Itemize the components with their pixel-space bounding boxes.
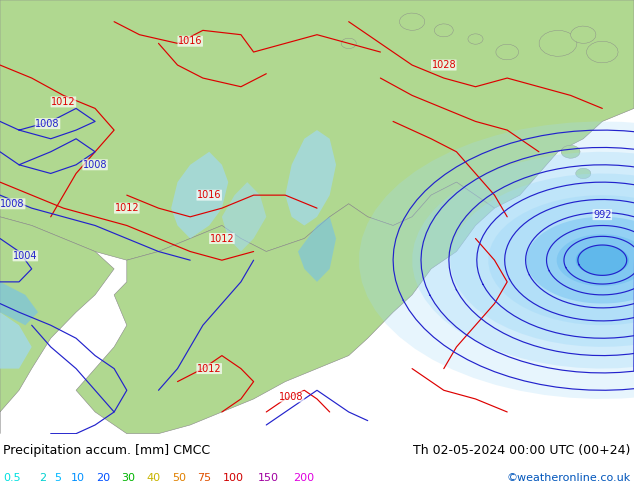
Text: 40: 40 [146,472,160,483]
PathPatch shape [488,195,634,325]
PathPatch shape [526,217,634,303]
PathPatch shape [496,44,519,60]
Text: 75: 75 [197,472,211,483]
Text: 150: 150 [258,472,279,483]
Text: 50: 50 [172,472,186,483]
PathPatch shape [468,34,483,44]
Text: 2: 2 [39,472,46,483]
PathPatch shape [539,30,577,56]
Text: 100: 100 [223,472,243,483]
Text: Th 02-05-2024 00:00 UTC (00+24): Th 02-05-2024 00:00 UTC (00+24) [413,444,631,457]
Text: 1008: 1008 [1,199,25,209]
Text: 1012: 1012 [210,234,234,244]
PathPatch shape [571,26,596,43]
Text: 1016: 1016 [197,190,221,200]
Text: 1012: 1012 [51,97,75,107]
Text: 1008: 1008 [83,160,107,170]
Text: 5: 5 [55,472,61,483]
PathPatch shape [222,182,266,251]
Text: 20: 20 [96,472,110,483]
PathPatch shape [298,217,336,282]
PathPatch shape [171,152,228,239]
PathPatch shape [76,182,495,434]
Text: 1012: 1012 [197,364,221,373]
PathPatch shape [0,312,32,368]
PathPatch shape [0,282,38,325]
Text: 1004: 1004 [13,251,37,261]
PathPatch shape [0,0,634,260]
PathPatch shape [450,173,634,347]
Text: 992: 992 [593,210,612,220]
Text: 200: 200 [294,472,314,483]
Text: 1016: 1016 [178,36,202,46]
Text: 30: 30 [121,472,135,483]
Text: 1008: 1008 [280,392,304,402]
Text: Precipitation accum. [mm] CMCC: Precipitation accum. [mm] CMCC [3,444,210,457]
PathPatch shape [586,41,618,63]
PathPatch shape [399,13,425,30]
Text: ©weatheronline.co.uk: ©weatheronline.co.uk [507,472,631,483]
Text: 0.5: 0.5 [3,472,21,483]
PathPatch shape [341,38,356,49]
PathPatch shape [576,168,591,179]
PathPatch shape [412,152,634,368]
PathPatch shape [434,24,453,37]
Text: 1012: 1012 [115,203,139,213]
Text: 10: 10 [70,472,84,483]
PathPatch shape [576,245,629,275]
Text: 1028: 1028 [432,60,456,70]
PathPatch shape [0,217,114,434]
PathPatch shape [285,130,336,225]
PathPatch shape [561,146,580,158]
Text: 1008: 1008 [36,119,60,128]
PathPatch shape [557,234,634,286]
PathPatch shape [359,122,634,399]
